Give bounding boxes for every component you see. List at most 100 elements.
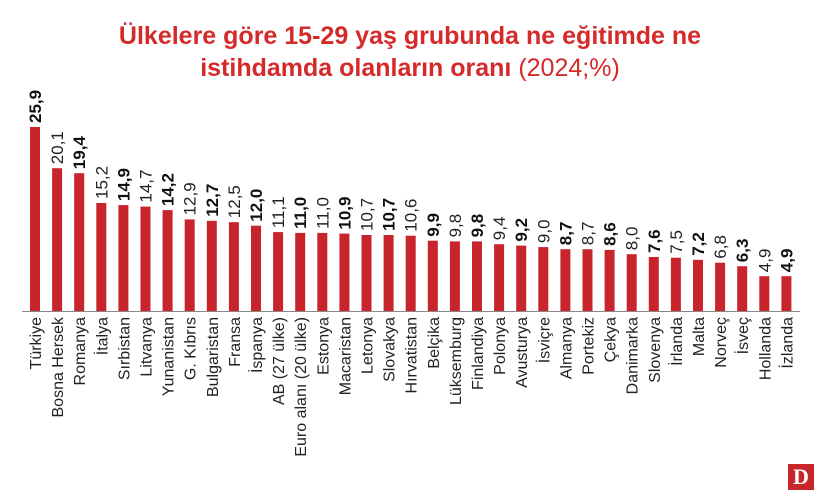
category-label: Norveç bbox=[713, 317, 730, 368]
category-label: Portekiz bbox=[581, 317, 598, 375]
category-label: Bosna Hersek bbox=[50, 316, 67, 417]
bar bbox=[206, 220, 217, 311]
category-label: Belçika bbox=[426, 317, 443, 369]
category-label: Hollanda bbox=[757, 317, 774, 380]
category-label: AB (27 ülke) bbox=[271, 317, 288, 405]
data-label: 10,6 bbox=[402, 199, 421, 232]
data-label: 6,8 bbox=[711, 235, 730, 259]
data-label: 10,9 bbox=[335, 197, 354, 230]
bar bbox=[96, 203, 107, 311]
data-label: 8,7 bbox=[579, 222, 598, 246]
bar bbox=[427, 240, 438, 311]
bar bbox=[52, 168, 63, 311]
bar bbox=[626, 254, 637, 311]
data-label: 9,4 bbox=[490, 217, 509, 241]
bar bbox=[184, 219, 195, 311]
bar bbox=[383, 235, 394, 311]
category-label: Romanya bbox=[72, 317, 89, 386]
data-label: 8,7 bbox=[556, 222, 575, 246]
category-label: Finlandiya bbox=[470, 317, 487, 390]
bar bbox=[140, 206, 151, 311]
data-label: 14,7 bbox=[137, 170, 156, 203]
data-label: 12,9 bbox=[181, 182, 200, 215]
bar bbox=[781, 276, 792, 311]
bar bbox=[560, 249, 571, 311]
category-label: Malta bbox=[691, 317, 708, 356]
bar bbox=[30, 127, 40, 311]
data-label: 9,8 bbox=[446, 214, 465, 238]
data-label: 8,6 bbox=[601, 222, 620, 246]
category-label: İzlanda bbox=[777, 317, 796, 369]
data-label: 12,5 bbox=[225, 185, 244, 218]
bar bbox=[449, 241, 460, 311]
category-label: Türkiye bbox=[28, 317, 45, 370]
category-label: Slovenya bbox=[647, 317, 664, 383]
data-label: 9,0 bbox=[534, 219, 553, 243]
category-label: Euro alanı (20 ülke) bbox=[293, 317, 310, 457]
bar bbox=[228, 222, 239, 311]
data-label: 11,0 bbox=[291, 197, 310, 229]
category-label: Yunanistan bbox=[161, 317, 178, 396]
bar bbox=[693, 259, 703, 311]
category-label: Çekya bbox=[603, 317, 620, 362]
bar bbox=[405, 235, 416, 311]
data-label: 20,1 bbox=[48, 131, 67, 164]
data-label: 7,2 bbox=[689, 232, 708, 256]
category-label: İrlanda bbox=[667, 317, 686, 366]
bar bbox=[251, 225, 261, 311]
data-label: 25,9 bbox=[26, 90, 45, 123]
category-label: Almanya bbox=[558, 317, 575, 379]
bar bbox=[670, 257, 681, 311]
category-label: Lüksemburg bbox=[448, 317, 465, 405]
data-label: 19,4 bbox=[70, 136, 89, 170]
data-label: 7,6 bbox=[645, 229, 664, 253]
data-label: 9,8 bbox=[468, 214, 487, 238]
category-label: Hırvatistan bbox=[404, 317, 421, 393]
category-label: İsveç bbox=[733, 317, 752, 354]
chart-title: Ülkelere göre 15-29 yaş grubunda ne eğit… bbox=[0, 20, 820, 84]
category-label: Bulgaristan bbox=[205, 317, 222, 397]
bar bbox=[648, 257, 659, 311]
category-label: Danimarka bbox=[625, 317, 642, 394]
data-label: 9,2 bbox=[512, 218, 531, 242]
bar bbox=[361, 235, 372, 311]
bar bbox=[339, 233, 350, 311]
category-label: Slovakya bbox=[382, 317, 399, 382]
category-label: Estonya bbox=[315, 317, 332, 375]
data-label: 4,9 bbox=[777, 249, 796, 273]
title-line-1: Ülkelere göre 15-29 yaş grubunda ne eğit… bbox=[118, 22, 702, 50]
bar bbox=[74, 173, 85, 311]
bar bbox=[273, 232, 284, 311]
category-label: Letonya bbox=[360, 317, 377, 374]
brand-logo: D bbox=[788, 464, 814, 490]
category-label: İsviçre bbox=[534, 317, 553, 363]
category-label: Fransa bbox=[227, 317, 244, 367]
bar bbox=[494, 244, 505, 311]
data-label: 14,9 bbox=[114, 168, 133, 201]
data-label: 12,7 bbox=[203, 184, 222, 217]
category-label: İspanya bbox=[247, 317, 266, 373]
category-label: İtalya bbox=[92, 317, 111, 355]
data-label: 11,1 bbox=[269, 196, 288, 228]
data-label: 11,0 bbox=[313, 197, 332, 229]
chart-subtitle: (2024;%) bbox=[518, 54, 620, 82]
data-label: 6,3 bbox=[733, 239, 752, 263]
category-label: Polonya bbox=[492, 317, 509, 375]
bar bbox=[472, 241, 482, 311]
category-label: Avusturya bbox=[514, 317, 531, 388]
data-label: 8,0 bbox=[623, 227, 642, 251]
bar bbox=[317, 232, 328, 311]
data-label: 12,0 bbox=[247, 189, 266, 222]
bar bbox=[538, 247, 549, 311]
data-label: 15,2 bbox=[92, 166, 111, 199]
bar bbox=[295, 232, 306, 311]
bar bbox=[516, 245, 527, 311]
data-label: 9,9 bbox=[424, 213, 443, 237]
bar bbox=[759, 276, 770, 311]
bar bbox=[582, 249, 593, 311]
category-label: Macaristan bbox=[337, 317, 354, 395]
data-label: 7,5 bbox=[667, 230, 686, 254]
data-label: 4,9 bbox=[755, 249, 774, 273]
